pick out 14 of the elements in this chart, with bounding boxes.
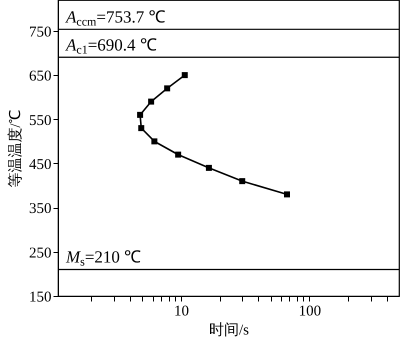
y-tick-label: 350 bbox=[29, 201, 52, 218]
y-tick-label: 650 bbox=[29, 68, 52, 85]
y-tick-label: 550 bbox=[29, 112, 52, 129]
y-tick-label: 150 bbox=[29, 290, 52, 306]
x-tick-label: 100 bbox=[298, 304, 322, 320]
y-tick-label: 250 bbox=[29, 245, 52, 262]
y-tick-label: 450 bbox=[29, 156, 52, 173]
x-tick-label: 10 bbox=[174, 304, 189, 320]
ref-line-label: A$_{ccm}$=753.7 ℃ bbox=[65, 7, 166, 28]
y-tick-label: 750 bbox=[29, 24, 52, 40]
x-axis-title: 时间/s bbox=[208, 322, 250, 337]
ref-line-label: M$_{s}$=210 ℃ bbox=[65, 247, 142, 268]
y-axis-title: 等温温度/℃ bbox=[7, 109, 24, 188]
ref-line-label: A$_{c1}$=690.4 ℃ bbox=[65, 35, 157, 56]
